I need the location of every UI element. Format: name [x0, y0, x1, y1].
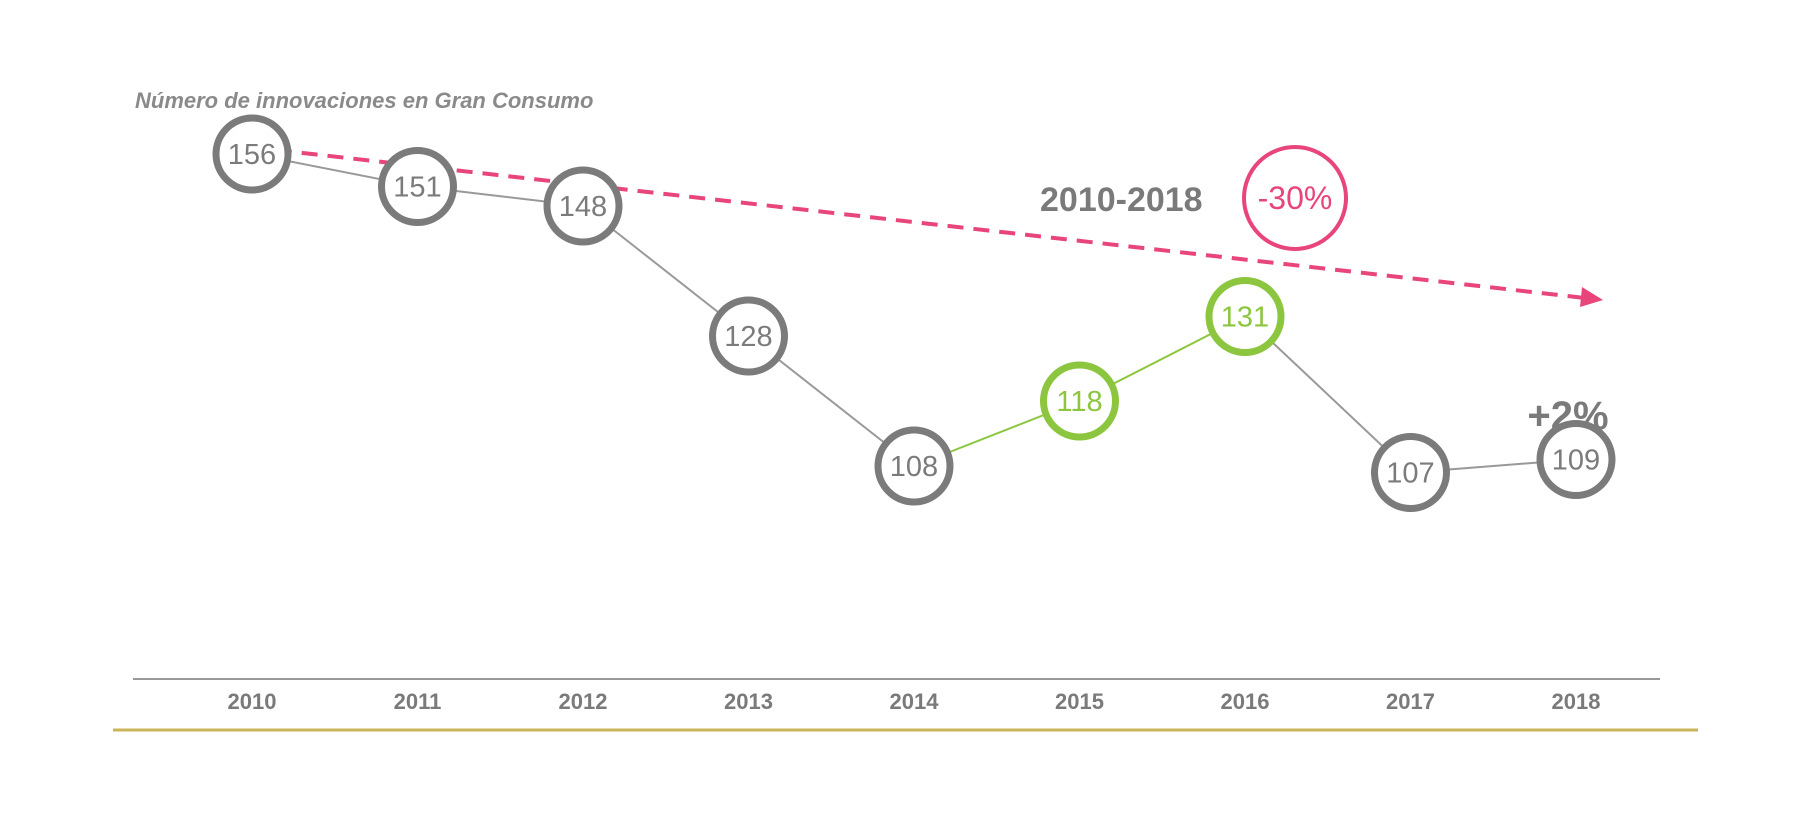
data-label-2011: 151	[393, 172, 441, 204]
x-tick-label-2011: 2011	[394, 689, 442, 714]
data-label-2017: 107	[1386, 458, 1434, 490]
data-point-2016: 131	[1205, 277, 1285, 356]
x-tick-label-2010: 2010	[228, 689, 277, 714]
data-point-marker-2015	[1040, 361, 1119, 441]
data-point-marker-2017	[1371, 433, 1450, 512]
x-tick-label-2017: 2017	[1386, 689, 1435, 714]
data-point-2018: 109	[1536, 420, 1616, 499]
data-point-marker-2018	[1536, 420, 1616, 499]
data-label-2012: 148	[559, 191, 607, 223]
data-point-2014: 108	[874, 426, 954, 506]
trend-arrow-line	[249, 145, 1586, 300]
data-label-2018: 109	[1552, 445, 1600, 477]
data-points: 156 151 148 128 108 118 131 107 109	[212, 114, 1616, 512]
data-point-2010: 156	[212, 114, 292, 194]
x-tick-label-2013: 2013	[724, 689, 773, 714]
x-tick-label-2012: 2012	[559, 689, 608, 714]
x-tick-label-2014: 2014	[890, 689, 940, 714]
data-point-marker-2013	[709, 296, 788, 376]
x-tick-label-2015: 2015	[1055, 689, 1104, 714]
chart-title: Número de innovaciones en Gran Consumo	[135, 88, 593, 113]
data-point-marker-2016	[1205, 277, 1285, 356]
data-point-2013: 128	[709, 296, 788, 376]
period-change-label: -30%	[1258, 180, 1333, 216]
data-point-marker-2010	[212, 114, 292, 194]
data-point-2017: 107	[1371, 433, 1450, 512]
x-tick-labels: 2010 2011 2012 2013 2014 2015 2016 2017 2018	[228, 689, 1601, 714]
data-label-2010: 156	[228, 139, 276, 171]
data-point-marker-2011	[378, 147, 457, 226]
period-label: 2010-2018	[1040, 181, 1203, 219]
data-point-marker-2014	[874, 426, 954, 506]
data-label-2016: 131	[1221, 302, 1269, 334]
data-point-2012: 148	[543, 166, 623, 246]
data-point-2011: 151	[378, 147, 457, 226]
x-tick-label-2018: 2018	[1552, 689, 1601, 714]
data-label-2013: 128	[724, 321, 772, 353]
data-point-marker-2012	[543, 166, 623, 246]
period-change-circle	[1242, 145, 1348, 251]
data-label-2014: 108	[890, 451, 938, 483]
trend-arrow-head	[1580, 287, 1603, 307]
x-tick-label-2016: 2016	[1221, 689, 1270, 714]
data-point-2015: 118	[1040, 361, 1119, 441]
data-label-2015: 118	[1056, 386, 1102, 418]
